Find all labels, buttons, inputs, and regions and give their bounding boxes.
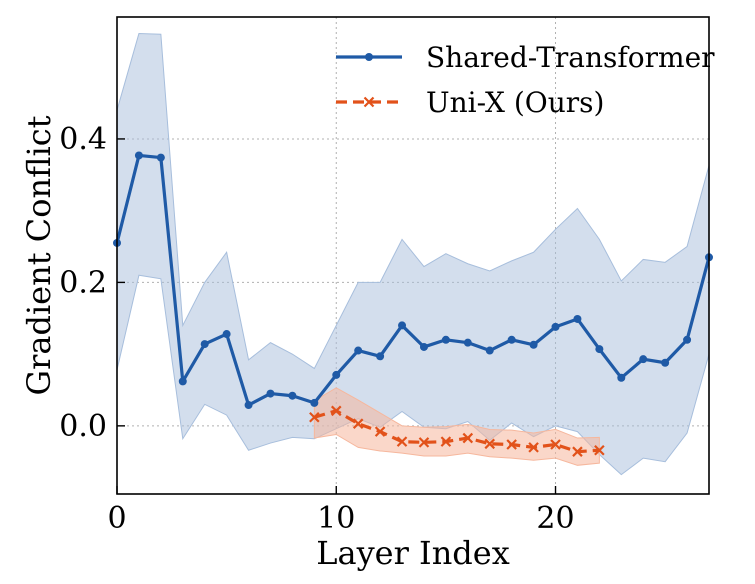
point-shared-transformer (156, 153, 165, 162)
x-tick-label: 10 (317, 501, 355, 536)
point-uni-x (462, 432, 474, 444)
point-shared-transformer (485, 346, 494, 355)
x-tick-label: 0 (107, 501, 126, 536)
y-axis-title: Gradient Conflict (20, 115, 58, 395)
point-uni-x (506, 439, 517, 450)
point-uni-x (330, 405, 342, 417)
point-shared-transformer (288, 391, 297, 400)
point-shared-transformer (639, 355, 648, 364)
axis-ticks: 0 10 20 0.0 0.2 0.4 (59, 122, 574, 536)
point-shared-transformer (310, 398, 319, 407)
point-shared-transformer (551, 322, 560, 331)
point-uni-x (594, 444, 605, 456)
point-shared-transformer (463, 338, 472, 347)
point-uni-x (484, 438, 496, 450)
point-shared-transformer (332, 370, 341, 379)
point-shared-transformer (266, 389, 275, 398)
legend-item-shared-transformer: Shared-Transformer (336, 41, 715, 74)
point-shared-transformer (595, 345, 604, 354)
point-uni-x (396, 436, 408, 447)
point-shared-transformer (200, 340, 209, 349)
confidence-bands (116, 32, 710, 476)
point-shared-transformer (529, 340, 538, 349)
y-tick-label: 0.4 (59, 122, 107, 157)
point-shared-transformer (683, 335, 692, 344)
legend-marker-uni-x (363, 96, 375, 108)
point-uni-x (309, 411, 320, 423)
point-uni-x (440, 436, 452, 447)
series-lines (115, 153, 711, 454)
point-shared-transformer (398, 321, 407, 330)
legend: Shared-Transformer Uni-X (Ours) (336, 41, 715, 119)
point-shared-transformer (222, 330, 231, 339)
point-uni-x (418, 437, 430, 448)
point-shared-transformer (507, 335, 516, 344)
legend-marker-shared-transformer (365, 53, 373, 61)
point-shared-transformer (661, 358, 670, 367)
legend-label-shared-transformer: Shared-Transformer (426, 41, 715, 74)
point-shared-transformer (178, 377, 187, 386)
point-uni-x (352, 418, 364, 429)
point-shared-transformer (244, 401, 253, 410)
point-shared-transformer (419, 342, 428, 351)
point-shared-transformer (376, 352, 385, 361)
x-axis-title: Layer Index (316, 534, 510, 572)
line-uni-x (313, 409, 600, 454)
point-shared-transformer (354, 346, 363, 355)
legend-item-uni-x: Uni-X (Ours) (336, 86, 604, 119)
point-shared-transformer (573, 314, 582, 323)
point-shared-transformer (134, 151, 143, 160)
point-shared-transformer (617, 373, 626, 382)
point-uni-x (374, 426, 386, 437)
point-uni-x (550, 439, 561, 450)
line-shared-transformer (115, 153, 711, 407)
y-tick-label: 0.2 (59, 265, 107, 300)
plot-frame (116, 16, 710, 495)
point-shared-transformer (441, 335, 450, 344)
series-markers (113, 151, 713, 457)
point-uni-x (572, 446, 583, 457)
legend-label-uni-x: Uni-X (Ours) (426, 86, 604, 119)
band-shared-transformer (116, 32, 710, 476)
y-tick-label: 0.0 (59, 409, 107, 444)
point-uni-x (528, 442, 539, 453)
x-tick-label: 20 (536, 501, 574, 536)
